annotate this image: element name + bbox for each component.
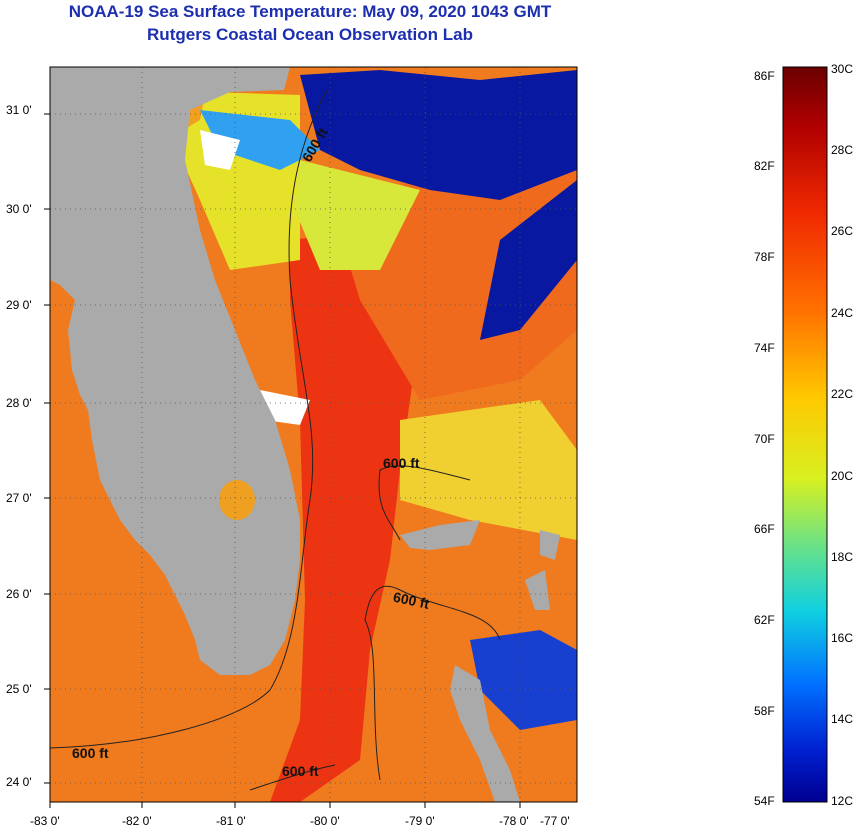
colorbar-c-label: 26C <box>831 224 854 238</box>
lat-label: 27 0' <box>6 491 32 505</box>
map-subtitle: Rutgers Coastal Ocean Observation Lab <box>147 25 473 44</box>
colorbar-f-label: 66F <box>754 522 775 536</box>
colorbar-f-label: 82F <box>754 159 775 173</box>
florida-land <box>50 67 300 675</box>
lat-label: 29 0' <box>6 298 32 312</box>
colorbar-c-label: 16C <box>831 631 854 645</box>
colorbar-f-label: 62F <box>754 613 775 627</box>
lat-label: 25 0' <box>6 682 32 696</box>
colorbar-f-label: 86F <box>754 69 775 83</box>
colorbar-c-label: 12C <box>831 794 854 808</box>
lat-label: 31 0' <box>6 103 32 117</box>
lon-label: -81 0' <box>216 814 246 828</box>
colorbar-c-label: 22C <box>831 387 854 401</box>
lat-label: 24 0' <box>6 775 32 789</box>
colorbar-f-label: 74F <box>754 341 775 355</box>
colorbar-c-label: 30C <box>831 62 854 76</box>
map-title: NOAA-19 Sea Surface Temperature: May 09,… <box>68 2 552 21</box>
colorbar-f-label: 70F <box>754 432 775 446</box>
lon-label: -83 0' <box>30 814 60 828</box>
lon-label: -79 0' <box>405 814 435 828</box>
lat-label: 26 0' <box>6 587 32 601</box>
lon-label: -82 0' <box>122 814 152 828</box>
colorbar-f-label: 54F <box>754 794 775 808</box>
contour-label: 600 ft <box>72 745 109 761</box>
colorbar-c-label: 28C <box>831 143 854 157</box>
lat-label: 28 0' <box>6 396 32 410</box>
contour-label: 600 ft <box>282 763 319 779</box>
map-frame <box>49 66 578 803</box>
colorbar <box>782 66 828 803</box>
lat-label: 30 0' <box>6 202 32 216</box>
contour-label: 600 ft <box>392 589 431 612</box>
contour-label: 600 ft <box>383 455 420 471</box>
colorbar-c-label: 18C <box>831 550 854 564</box>
sst-image <box>50 67 577 802</box>
lon-label: -80 0' <box>310 814 340 828</box>
lon-label: -77 0' <box>540 814 570 828</box>
colorbar-c-label: 14C <box>831 712 854 726</box>
colorbar-c-label: 24C <box>831 306 854 320</box>
colorbar-c-label: 20C <box>831 469 854 483</box>
colorbar-f-label: 78F <box>754 250 775 264</box>
colorbar-f-label: 58F <box>754 704 775 718</box>
lon-label: -78 0' <box>499 814 529 828</box>
